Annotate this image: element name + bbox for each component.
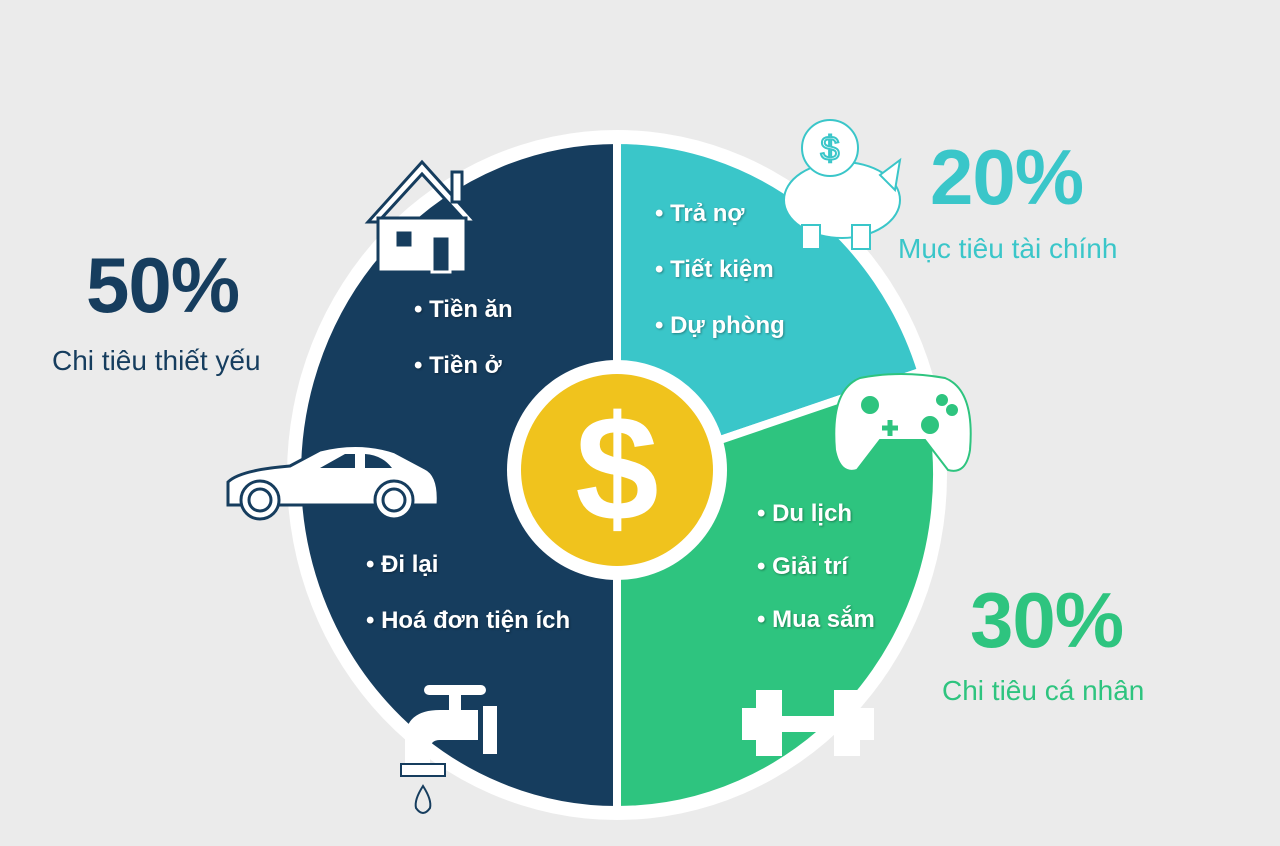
list-item: Tiết kiệm [655, 256, 785, 312]
essential-label: Chi tiêu thiết yếu [52, 345, 261, 376]
list-item: Du lịch [757, 502, 875, 555]
house-icon [364, 159, 480, 274]
goals-items: Trả nợ Tiết kiệm Dự phòng [655, 200, 785, 368]
list-item: Tiền ăn [414, 296, 513, 352]
list-item: Mua sắm [757, 608, 875, 661]
list-item: Đi lại [366, 551, 570, 607]
personal-items: Du lịch Giải trí Mua sắm [757, 502, 875, 661]
dumbbell-icon [742, 690, 874, 756]
personal-label: Chi tiêu cá nhân [942, 675, 1145, 706]
svg-text:$: $ [821, 130, 840, 168]
essential-items-bottom: Đi lại Hoá đơn tiện ích [366, 551, 570, 663]
center-coin [521, 374, 713, 566]
dollar-icon: $ [575, 384, 658, 552]
essential-items-top: Tiền ăn Tiền ở [414, 296, 513, 408]
list-item: Trả nợ [655, 200, 785, 256]
essential-percent: 50% [86, 241, 240, 329]
goals-label: Mục tiêu tài chính [898, 233, 1118, 264]
list-item: Hoá đơn tiện ích [366, 607, 570, 663]
list-item: Dự phòng [655, 312, 785, 368]
list-item: Tiền ở [414, 352, 513, 408]
list-item: Giải trí [757, 555, 875, 608]
personal-percent: 30% [970, 576, 1124, 664]
gamepad-icon [833, 373, 972, 472]
faucet-icon [400, 685, 497, 814]
piggy-bank-icon: $ [783, 119, 902, 250]
car-icon [226, 443, 440, 521]
goals-percent: 20% [930, 133, 1084, 221]
